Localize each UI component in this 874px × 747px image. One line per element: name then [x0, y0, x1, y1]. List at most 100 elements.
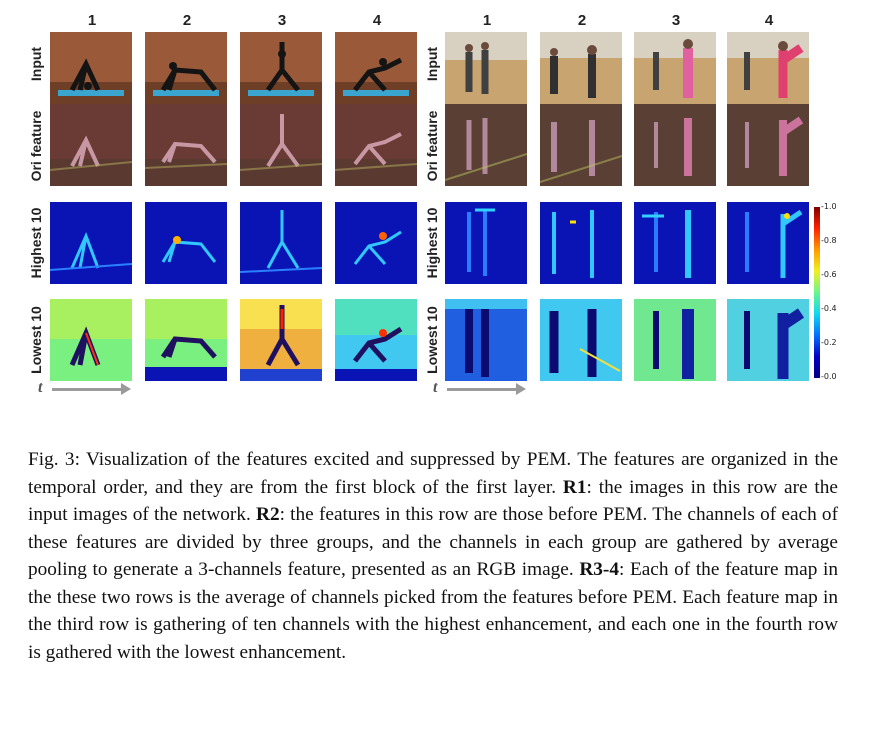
- right-time-arrow: [447, 383, 526, 395]
- yoga-highest-10-map-2: [145, 202, 227, 284]
- dance-highest-10-map-4: [727, 202, 809, 284]
- yoga-lowest-10-map-3: [240, 299, 322, 381]
- caption-text-3: : the features in this row are those bef…: [28, 504, 838, 580]
- right-row-label-input: Input: [424, 46, 440, 82]
- dance-hall-thumbnail: [634, 32, 716, 114]
- left-row-label-lowest-10: Lowest 10: [28, 306, 44, 374]
- feature-heatmap-thumbnail: [727, 299, 809, 381]
- dance-ori-feature-4: [727, 104, 809, 186]
- feature-heatmap-thumbnail: [145, 104, 227, 186]
- yoga-highest-10-map-3: [240, 202, 322, 284]
- left-row-label-ori-feature: Ori feature: [28, 110, 44, 182]
- feature-heatmap-thumbnail: [335, 202, 417, 284]
- dance-ori-feature-1: [445, 104, 527, 186]
- dance-input-frame-1: [445, 32, 527, 114]
- yoga-input-frame-3: [240, 32, 322, 114]
- feature-heatmap-thumbnail: [634, 299, 716, 381]
- right-row-label-ori-feature: Ori feature: [424, 110, 440, 182]
- caption-text-2: : the images in this row are the input i…: [28, 476, 838, 526]
- left-row-label-input: Input: [28, 46, 44, 82]
- feature-heatmap-thumbnail: [240, 202, 322, 284]
- caption-r1-label: R1: [562, 476, 587, 498]
- feature-heatmap-thumbnail: [240, 299, 322, 381]
- colorbar-tick-3: -0.6: [821, 270, 837, 279]
- yoga-pose-thumbnail: [240, 32, 322, 114]
- feature-heatmap-thumbnail: [540, 104, 622, 186]
- feature-heatmap-thumbnail: [50, 202, 132, 284]
- feature-heatmap-thumbnail: [445, 104, 527, 186]
- dance-input-frame-4: [727, 32, 809, 114]
- yoga-ori-feature-3: [240, 104, 322, 186]
- feature-heatmap-thumbnail: [335, 299, 417, 381]
- yoga-lowest-10-map-2: [145, 299, 227, 381]
- dance-hall-thumbnail: [445, 32, 527, 114]
- caption-text-1: Visualization of the features excited an…: [28, 449, 838, 498]
- colorbar: [814, 207, 820, 378]
- left-row-label-highest-10: Highest 10: [28, 207, 44, 279]
- colorbar-tick-2: -0.8: [821, 236, 837, 245]
- feature-heatmap-thumbnail: [634, 202, 716, 284]
- feature-heatmap-thumbnail: [634, 104, 716, 186]
- yoga-ori-feature-1: [50, 104, 132, 186]
- dance-hall-thumbnail: [540, 32, 622, 114]
- caption-r34-label: R3-4: [579, 559, 619, 580]
- dance-lowest-10-map-2: [540, 299, 622, 381]
- dance-lowest-10-map-1: [445, 299, 527, 381]
- feature-heatmap-thumbnail: [145, 299, 227, 381]
- left-column-number-2: 2: [182, 12, 192, 29]
- right-row-label-highest-10: Highest 10: [424, 207, 440, 279]
- right-column-number-2: 2: [577, 12, 587, 29]
- feature-heatmap-thumbnail: [335, 104, 417, 186]
- yoga-ori-feature-2: [145, 104, 227, 186]
- feature-heatmap-thumbnail: [145, 202, 227, 284]
- yoga-pose-thumbnail: [50, 32, 132, 114]
- right-column-number-3: 3: [671, 12, 681, 29]
- yoga-highest-10-map-1: [50, 202, 132, 284]
- caption-r2-label: R2: [256, 504, 280, 525]
- right-time-label: t: [433, 379, 438, 396]
- feature-heatmap-thumbnail: [50, 104, 132, 186]
- yoga-ori-feature-4: [335, 104, 417, 186]
- feature-heatmap-thumbnail: [727, 104, 809, 186]
- feature-heatmap-thumbnail: [445, 202, 527, 284]
- feature-heatmap-thumbnail: [50, 299, 132, 381]
- dance-lowest-10-map-3: [634, 299, 716, 381]
- feature-heatmap-thumbnail: [540, 202, 622, 284]
- caption-text-4: : Each of the feature map in the these t…: [28, 559, 838, 663]
- right-row-label-lowest-10: Lowest 10: [424, 306, 440, 374]
- right-column-number-1: 1: [482, 12, 492, 29]
- colorbar-tick-5: -0.2: [821, 338, 837, 347]
- yoga-pose-thumbnail: [335, 32, 417, 114]
- yoga-input-frame-1: [50, 32, 132, 114]
- dance-input-frame-2: [540, 32, 622, 114]
- yoga-highest-10-map-4: [335, 202, 417, 284]
- colorbar-tick-6: -0.0: [821, 372, 837, 381]
- dance-ori-feature-3: [634, 104, 716, 186]
- caption-fig-label: Fig. 3:: [28, 449, 80, 470]
- yoga-input-frame-4: [335, 32, 417, 114]
- colorbar-tick-1: -1.0: [821, 202, 837, 211]
- figure-caption: Fig. 3: Visualization of the features ex…: [28, 446, 838, 666]
- feature-heatmap-thumbnail: [727, 202, 809, 284]
- dance-hall-thumbnail: [727, 32, 809, 114]
- colorbar-tick-4: -0.4: [821, 304, 837, 313]
- yoga-input-frame-2: [145, 32, 227, 114]
- dance-highest-10-map-3: [634, 202, 716, 284]
- dance-lowest-10-map-4: [727, 299, 809, 381]
- feature-heatmap-thumbnail: [240, 104, 322, 186]
- right-column-number-4: 4: [764, 12, 774, 29]
- feature-heatmap-thumbnail: [445, 299, 527, 381]
- dance-highest-10-map-1: [445, 202, 527, 284]
- left-time-label: t: [38, 379, 43, 396]
- feature-heatmap-thumbnail: [540, 299, 622, 381]
- yoga-lowest-10-map-1: [50, 299, 132, 381]
- left-column-number-3: 3: [277, 12, 287, 29]
- dance-highest-10-map-2: [540, 202, 622, 284]
- yoga-pose-thumbnail: [145, 32, 227, 114]
- left-time-arrow: [52, 383, 131, 395]
- dance-input-frame-3: [634, 32, 716, 114]
- dance-ori-feature-2: [540, 104, 622, 186]
- left-column-number-1: 1: [87, 12, 97, 29]
- yoga-lowest-10-map-4: [335, 299, 417, 381]
- left-column-number-4: 4: [372, 12, 382, 29]
